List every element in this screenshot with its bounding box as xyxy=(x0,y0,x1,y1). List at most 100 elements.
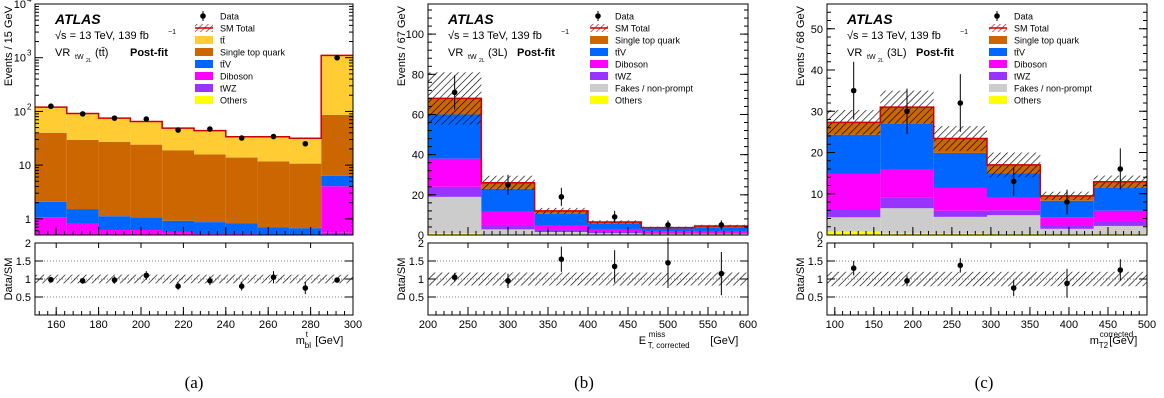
bar-diboson xyxy=(321,186,353,233)
legend-diboson-swatch xyxy=(590,60,608,68)
ratio-point xyxy=(957,262,964,269)
legend-fakes-non-prompt-label: Fakes / non-prompt xyxy=(615,84,694,94)
legend-others-label: Others xyxy=(220,96,248,106)
bar-tt- xyxy=(194,130,226,155)
bar-tt- xyxy=(321,55,353,115)
data-point xyxy=(718,222,725,228)
y-tick-label: 50 xyxy=(811,24,823,36)
region-subsub: 2L xyxy=(86,58,92,64)
x-tick-label: 150 xyxy=(865,319,883,331)
bar-fakes-non-prompt xyxy=(588,233,642,235)
y-tick-label: 0 xyxy=(418,230,424,242)
bar-single-top-quark xyxy=(289,163,322,229)
y-tick-exp: 2 xyxy=(27,102,32,111)
bar-tt-v xyxy=(98,216,131,230)
sm-total-line xyxy=(827,106,1147,197)
legend-single-top-quark-swatch xyxy=(590,36,608,44)
bar-diboson xyxy=(1040,217,1094,226)
legend-tt--label: tt̄ xyxy=(220,36,226,46)
legend-diboson-label: Diboson xyxy=(220,72,253,82)
bar-tt- xyxy=(162,128,194,151)
region-label: VR xyxy=(55,47,70,59)
bar-diboson xyxy=(987,197,1041,211)
bar-tt-v xyxy=(1093,187,1147,211)
data-point xyxy=(957,100,964,106)
region-subsub: 2L xyxy=(479,58,485,64)
bar-diboson xyxy=(35,217,67,235)
sm-total-line xyxy=(428,97,748,229)
ratio-point xyxy=(238,283,245,290)
y-tick-label: 30 xyxy=(811,106,823,118)
bar-diboson xyxy=(162,231,194,235)
y-tick-label: 10 xyxy=(14,53,26,65)
ratio-point xyxy=(850,265,857,272)
ratio-point xyxy=(1010,285,1017,291)
data-point xyxy=(850,87,857,94)
bar-twz xyxy=(428,186,482,197)
bar-single-top-quark xyxy=(162,150,194,221)
data-point xyxy=(904,108,910,115)
legend-data-label: Data xyxy=(1014,12,1033,22)
ratio-y-tick-label: 0.5 xyxy=(16,292,31,304)
y-tick-label: 10 xyxy=(14,0,26,11)
legend-tt-v-swatch xyxy=(590,48,608,56)
data-point xyxy=(1064,199,1070,205)
bar-single-top-quark xyxy=(225,157,258,224)
x-axis-label-sup: corrected xyxy=(1100,330,1133,339)
region-sub: tW xyxy=(468,54,477,61)
x-axis-label: E xyxy=(639,335,646,347)
x-tick-label: 250 xyxy=(459,319,477,331)
panel-c: 0 10 20 30 40 50 Events / 68 GeV ATLAS √s = 13 T… xyxy=(795,3,1156,392)
bar-diboson xyxy=(933,187,987,211)
ratio-point xyxy=(79,278,86,284)
bar-others xyxy=(880,232,934,235)
x-axis-label-sub: bl xyxy=(305,341,311,350)
bar-fakes-non-prompt xyxy=(880,208,934,233)
y-tick-label: 10 xyxy=(14,106,26,118)
y-tick-label: 10 xyxy=(19,160,31,172)
data-point xyxy=(505,181,511,188)
legend-tt-v-swatch xyxy=(989,48,1007,56)
plot-area xyxy=(428,72,748,235)
legend-single-top-quark-label: Single top quark xyxy=(220,48,286,58)
bar-diboson xyxy=(130,229,163,235)
plot-area xyxy=(35,54,353,235)
bar-single-top-quark xyxy=(35,132,67,202)
legend-single-top-quark-label: Single top quark xyxy=(615,36,681,46)
x-axis-unit: [GeV] xyxy=(315,335,343,347)
x-tick-label: 450 xyxy=(1099,319,1117,331)
legend-tt-v-swatch xyxy=(195,60,213,68)
ratio-y-tick-label: 2 xyxy=(25,238,31,250)
x-tick-label: 200 xyxy=(419,319,437,331)
ratio-point xyxy=(904,278,910,284)
x-tick-label: 450 xyxy=(619,319,637,331)
x-axis-label-sub: T2 xyxy=(1099,341,1109,350)
data-point xyxy=(611,214,618,220)
bar-diboson xyxy=(588,229,642,232)
bar-twz xyxy=(987,210,1041,216)
y-axis-label: Events / 15 GeV xyxy=(3,5,15,86)
y-tick-label: 100 xyxy=(406,29,424,41)
bar-fakes-non-prompt xyxy=(428,196,482,233)
lumi-exponent: −1 xyxy=(561,29,569,36)
ratio-y-tick-label: 0.5 xyxy=(409,292,424,304)
bar-tt-v xyxy=(162,220,194,232)
bar-diboson xyxy=(694,230,748,233)
y-tick-label: 20 xyxy=(412,190,424,202)
legend-others-swatch xyxy=(590,96,608,104)
ratio-y-tick-label: 1 xyxy=(817,274,823,286)
bar-twz xyxy=(827,209,881,218)
x-tick-label: 350 xyxy=(1021,319,1039,331)
energy-lumi-label: √s = 13 TeV, 139 fb xyxy=(847,30,941,42)
bar-tt- xyxy=(98,118,131,142)
legend-single-top-quark-label: Single top quark xyxy=(1014,36,1080,46)
lumi-exponent: −1 xyxy=(168,29,176,36)
postfit-label: Post-fit xyxy=(130,47,168,59)
y-tick-label: 0 xyxy=(817,230,823,242)
bar-diboson xyxy=(66,223,99,235)
legend-sm-total-label: SM Total xyxy=(220,24,255,34)
bar-single-top-quark xyxy=(98,141,131,217)
y-axis-label: Events / 68 GeV xyxy=(795,5,807,86)
